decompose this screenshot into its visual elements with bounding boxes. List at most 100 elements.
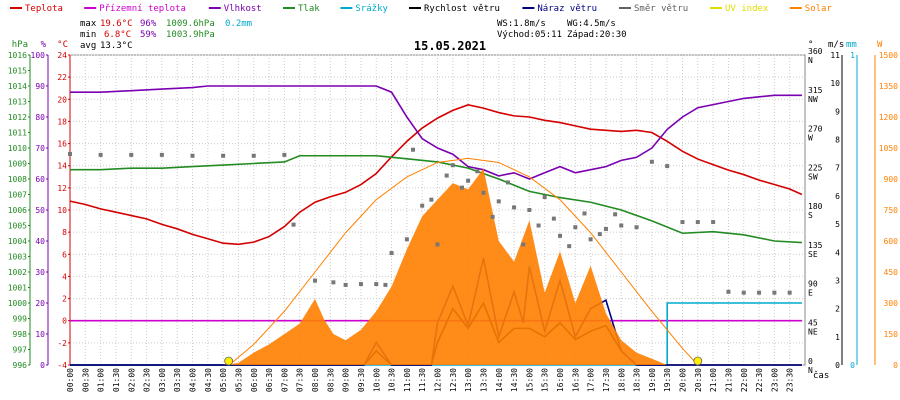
legend-label-1: Přízemní teplota — [99, 4, 186, 14]
solar-tick-label: 150 — [884, 330, 899, 339]
direction-point — [389, 251, 394, 256]
direction-tick-name: NE — [808, 327, 818, 336]
humidity-tick-label: 50 — [35, 206, 45, 215]
humidity-axis-unit: % — [41, 40, 47, 50]
direction-point — [444, 173, 449, 178]
x-tick-label: 23:30 — [786, 368, 795, 392]
solar-tick-label: 600 — [884, 237, 899, 246]
x-tick-label: 14:30 — [510, 368, 519, 392]
wind-tick-label: 3 — [835, 276, 840, 285]
direction-point — [490, 214, 495, 219]
pressure-tick-label: 1014 — [8, 82, 27, 91]
x-tick-label: 16:00 — [556, 368, 565, 392]
direction-point — [665, 164, 670, 169]
direction-point — [527, 208, 532, 212]
stat-avg-label: avg — [80, 41, 96, 51]
stat-max-label: max — [80, 19, 97, 29]
temperature-tick-label: 22 — [57, 73, 67, 82]
series-line-3 — [70, 154, 802, 244]
direction-point — [429, 197, 434, 202]
x-tick-label: 14:00 — [495, 368, 504, 392]
stat-min-hum: 59% — [140, 30, 157, 40]
direction-point — [567, 244, 572, 249]
humidity-tick-label: 30 — [35, 268, 45, 277]
x-tick-label: 05:00 — [219, 368, 228, 392]
direction-point — [358, 282, 363, 287]
direction-point — [313, 278, 317, 283]
temperature-tick-label: 14 — [57, 162, 67, 171]
legend-label-8: UV index — [725, 4, 769, 14]
wind-tick-label: 6 — [835, 192, 840, 201]
direction-axis-unit: ° — [808, 40, 813, 50]
rain-tick-label: 1 — [850, 51, 855, 60]
x-tick-label: 02:30 — [143, 368, 152, 392]
solar-tick-label: 0 — [893, 361, 898, 370]
direction-point — [619, 223, 624, 228]
stat-min-temp: 6.8°C — [104, 30, 131, 40]
pressure-tick-label: 1001 — [8, 284, 27, 293]
direction-point — [374, 282, 379, 287]
x-tick-label: 18:30 — [633, 368, 642, 392]
pressure-tick-label: 1002 — [8, 268, 27, 277]
temperature-tick-label: 12 — [57, 184, 67, 193]
direction-point — [603, 226, 608, 231]
humidity-tick-label: 60 — [35, 175, 45, 184]
humidity-tick-label: 100 — [31, 51, 46, 60]
x-tick-label: 21:00 — [709, 368, 718, 392]
direction-point — [450, 163, 455, 168]
humidity-tick-label: 70 — [35, 144, 45, 153]
stat-max-temp: 19.6°C — [100, 19, 133, 29]
direction-point — [505, 180, 510, 185]
solar-tick-label: 1200 — [879, 113, 898, 122]
direction-point — [404, 237, 409, 242]
wind-tick-label: 0 — [835, 361, 840, 370]
x-tick-label: 05:30 — [234, 368, 243, 392]
stat-max-hum: 96% — [140, 19, 157, 29]
direction-point — [634, 225, 639, 230]
direction-point — [582, 211, 587, 216]
solar-tick-label: 450 — [884, 268, 899, 277]
direction-point — [551, 216, 556, 221]
direction-point — [475, 169, 480, 174]
direction-point — [588, 237, 593, 242]
direction-point — [159, 152, 164, 157]
legend-label-2: Vlhkost — [224, 4, 262, 14]
x-tick-label: 19:00 — [648, 368, 657, 392]
temperature-tick-label: 4 — [62, 272, 67, 281]
x-tick-label: 10:30 — [388, 368, 397, 392]
stat-min-label: min — [80, 30, 96, 40]
chart-title: 15.05.2021 — [414, 39, 486, 53]
direction-point — [695, 220, 700, 225]
direction-point — [435, 242, 440, 247]
temperature-tick-label: 20 — [57, 95, 67, 104]
x-tick-label: 09:00 — [342, 368, 351, 392]
humidity-tick-label: 10 — [35, 330, 45, 339]
x-tick-label: 23:00 — [770, 368, 779, 392]
wind-tick-label: 2 — [835, 305, 840, 314]
x-tick-label: 08:30 — [326, 368, 335, 392]
direction-point — [542, 195, 547, 200]
direction-point — [343, 282, 348, 287]
x-tick-label: 04:00 — [189, 368, 198, 392]
pressure-tick-label: 996 — [13, 361, 28, 370]
pressure-tick-label: 1003 — [8, 253, 27, 262]
pressure-tick-label: 1005 — [8, 222, 27, 231]
sun-marker-0 — [224, 356, 234, 366]
wind-tick-label: 10 — [830, 79, 840, 88]
wind-tick-label: 1 — [835, 333, 840, 342]
direction-point — [613, 212, 618, 217]
x-tick-label: 15:30 — [541, 368, 550, 392]
solar-tick-label: 900 — [884, 175, 899, 184]
x-tick-label: 03:00 — [158, 368, 167, 392]
legend: Teplota Přízemní teplota Vlhkost Tlak Srážky… — [10, 4, 832, 14]
direction-point — [68, 152, 72, 157]
stat-ws: WS:1.8m/s — [497, 19, 546, 29]
temperature-tick-label: 8 — [62, 228, 67, 237]
x-tick-label: 07:00 — [280, 368, 289, 392]
wind-tick-label: 8 — [835, 136, 840, 145]
direction-point — [291, 222, 296, 227]
pressure-tick-label: 1004 — [8, 237, 27, 246]
solar-axis-unit: W — [877, 40, 883, 50]
solar-tick-label: 1350 — [879, 82, 898, 91]
wind-tick-label: 5 — [835, 220, 840, 229]
